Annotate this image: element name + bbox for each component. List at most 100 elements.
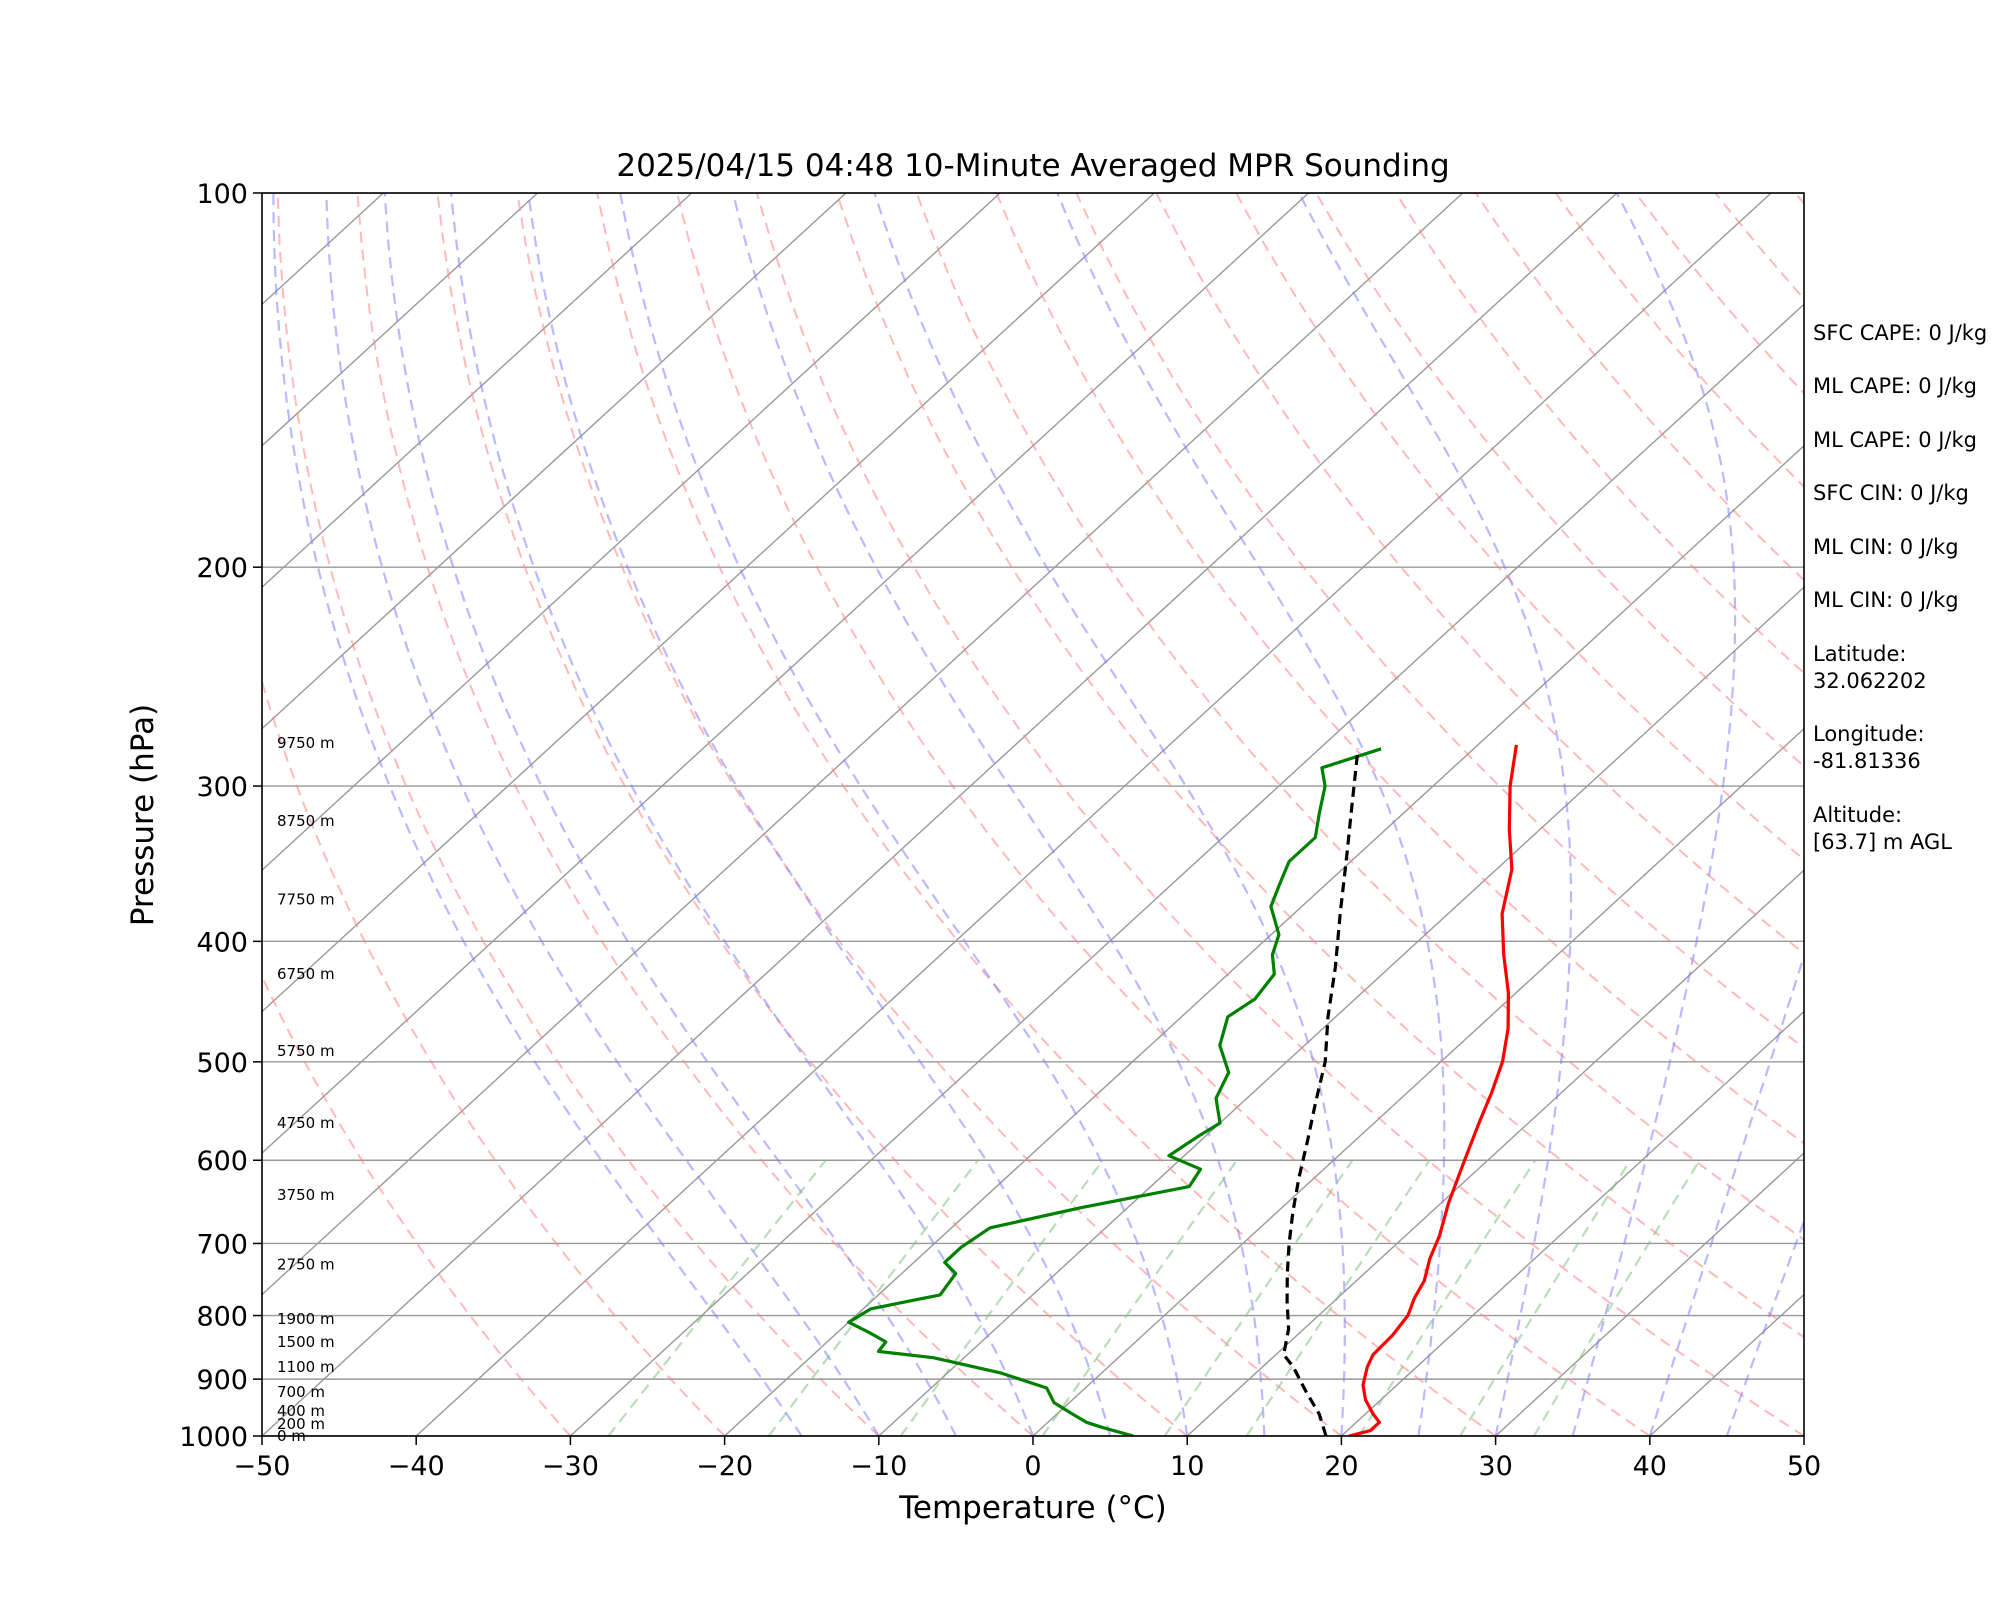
y-axis-label: Pressure (hPa) — [125, 704, 161, 926]
dry-adiabat-line — [676, 193, 1651, 1436]
height-label: 6750 m — [277, 965, 335, 983]
info-panel-line: 32.062202 — [1813, 669, 1927, 693]
temperature-line — [1348, 744, 1518, 1436]
mixing-ratio-line — [1459, 1159, 1632, 1436]
isotherm-line — [262, 193, 1464, 1296]
info-panel-line: Altitude: — [1813, 803, 1902, 827]
dry-adiabat-line — [835, 193, 1804, 1339]
height-label: 4750 m — [277, 1114, 335, 1132]
mixing-ratio-line — [899, 1159, 1104, 1436]
x-tick-label: 10 — [1170, 1451, 1204, 1482]
isotherm-line — [569, 303, 1804, 1436]
dry-adiabat-line — [596, 193, 1497, 1436]
y-tick-label: 600 — [196, 1146, 248, 1177]
isotherm-line — [724, 444, 1804, 1436]
height-label: 8750 m — [277, 812, 335, 830]
y-axis-ticks: 1000 900 800 700 600 500 400 300 200 100 — [179, 179, 262, 1453]
x-axis-ticks: −50 −40 −30 −20 −10 0 10 20 30 40 50 — [234, 1436, 1821, 1482]
x-tick-label: −10 — [850, 1451, 907, 1482]
info-panel-line: ML CIN: 0 J/kg — [1813, 588, 1959, 612]
height-label: 3750 m — [277, 1186, 335, 1204]
y-tick-label: 100 — [196, 179, 248, 210]
x-tick-label: 0 — [1024, 1451, 1041, 1482]
mixing-ratio-line — [1533, 1159, 1701, 1436]
info-panel-line: -81.81336 — [1813, 749, 1921, 773]
x-tick-label: −40 — [388, 1451, 445, 1482]
dry-adiabat-line — [755, 193, 1804, 1436]
isotherm-line — [262, 193, 1618, 1436]
isotherm-line — [415, 193, 1772, 1436]
info-panel-line: Latitude: — [1813, 642, 1907, 666]
x-tick-label: 30 — [1478, 1451, 1512, 1482]
moist-adiabat-line — [450, 193, 1035, 1436]
y-tick-label: 200 — [196, 553, 248, 584]
x-axis-label: Temperature (°C) — [898, 1490, 1167, 1526]
moist-adiabat-line — [731, 193, 1266, 1436]
info-panel-line: ML CIN: 0 J/kg — [1813, 535, 1959, 559]
isotherm-line — [0, 193, 229, 1436]
moist-adiabat-line — [873, 193, 1346, 1436]
x-tick-label: 50 — [1787, 1451, 1821, 1482]
x-tick-label: −50 — [234, 1451, 291, 1482]
dry-adiabat-line — [995, 193, 1804, 1145]
x-tick-label: −20 — [696, 1451, 753, 1482]
height-label: 1100 m — [277, 1358, 335, 1376]
height-label: 1500 m — [277, 1333, 335, 1351]
mixing-ratio-line — [768, 1159, 979, 1436]
isotherm-line — [262, 193, 1001, 872]
height-label: 1900 m — [277, 1310, 335, 1328]
isotherm-line — [1495, 1152, 1804, 1436]
dry-adiabat-line — [915, 193, 1804, 1241]
isotherm-line — [1340, 1010, 1804, 1436]
moist-adiabat-line — [1571, 193, 1737, 1436]
plot-frame — [261, 192, 1805, 1437]
isotherm-line — [1032, 727, 1804, 1436]
isotherm-line — [878, 586, 1804, 1436]
isotherm-line — [1186, 869, 1804, 1436]
y-tick-label: 500 — [196, 1048, 248, 1079]
height-label: 0 m — [277, 1427, 306, 1445]
chart-title: 2025/04/15 04:48 10-Minute Averaged MPR … — [616, 148, 1449, 184]
isotherm-line — [0, 193, 75, 1436]
dry-adiabat-line — [262, 974, 572, 1436]
moist-adiabat-line — [527, 193, 1112, 1436]
moist-adiabat-line — [1725, 1218, 1804, 1436]
moist-adiabat-line — [272, 193, 803, 1436]
dry-adiabat-line — [356, 193, 1034, 1436]
y-tick-label: 300 — [196, 772, 248, 803]
dry-adiabat-line — [436, 193, 1188, 1436]
dry-adiabat-line — [1315, 193, 1804, 768]
height-label: 700 m — [277, 1383, 325, 1401]
info-panel-line: SFC CIN: 0 J/kg — [1813, 481, 1969, 505]
y-tick-label: 900 — [196, 1365, 248, 1396]
moist-adiabat-line — [1056, 193, 1446, 1436]
y-tick-label: 400 — [196, 927, 248, 958]
height-label: 200 m — [277, 1415, 325, 1433]
x-tick-label: 40 — [1633, 1451, 1667, 1482]
info-panel-line: [63.7] m AGL — [1813, 830, 1952, 854]
moist-adiabat-line — [1648, 952, 1804, 1436]
y-tick-label: 700 — [196, 1229, 248, 1260]
height-label: 7750 m — [277, 890, 335, 908]
height-label: 5750 m — [277, 1042, 335, 1060]
sounding-lines — [847, 744, 1518, 1436]
mixing-ratio-line — [607, 1159, 827, 1436]
moist-adiabat-line — [383, 193, 957, 1436]
info-panel-line: Longitude: — [1813, 722, 1925, 746]
mixing-ratio-line — [1358, 1159, 1537, 1436]
info-panel-line: ML CAPE: 0 J/kg — [1813, 374, 1977, 398]
mixing-ratio-line — [1163, 1159, 1354, 1436]
moist-adiabat-line — [1298, 193, 1573, 1436]
dry-adiabat-line — [1075, 193, 1804, 1050]
isotherm-line — [262, 193, 693, 589]
mixing-ratio-line — [1245, 1159, 1431, 1436]
moist-adiabat-line — [619, 193, 1189, 1436]
height-label: 2750 m — [277, 1256, 335, 1274]
info-panel-line: SFC CAPE: 0 J/kg — [1813, 321, 1987, 345]
dry-adiabat-line — [262, 678, 726, 1436]
dewpoint-line — [847, 747, 1382, 1436]
isotherm-line — [262, 193, 1155, 1013]
parcel-line — [1282, 748, 1360, 1436]
